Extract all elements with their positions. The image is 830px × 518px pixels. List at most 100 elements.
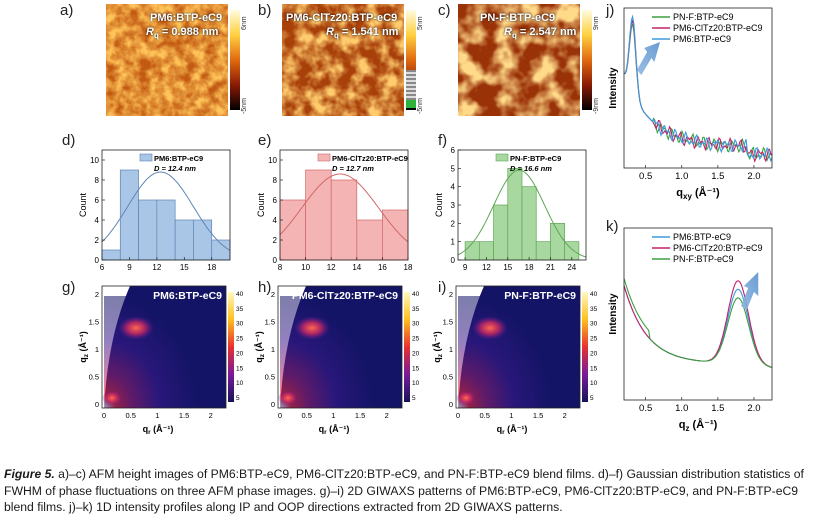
plot-frame [623,227,773,401]
afm-image-a: PM6:BTP-eC9 Rq = 0.988 nm [106,4,228,116]
x-tick-label: 1.0 [675,171,688,182]
legend-label: PM6-ClTz20:BTP-eC9 [673,243,763,253]
x-tick-label: 1.5 [355,411,365,420]
afm-scale-max-c: 9nm [593,16,600,30]
panel-label-i: i) [438,279,447,296]
colorbar-tick-label: 10 [412,380,420,387]
y-tick-label: 1 [271,345,275,354]
panel-label-e: e) [258,132,272,149]
y-tick-label: 0.5 [265,373,275,382]
y-tick-label: 8 [273,176,278,185]
pi-stacking-peak [294,316,330,340]
panel-label-a: a) [60,2,74,19]
y-tick-label: 0 [449,400,453,409]
afm-texture-a [106,4,228,116]
histogram-bar [464,241,480,261]
y-tick-label: 6 [451,146,456,155]
caption-figure-number: Figure 5. [4,467,55,481]
legend-label: PM6:BTP-eC9 [673,34,731,44]
giwaxs-sample-label: PN-F:BTP-eC9 [504,290,576,302]
plot-frame [101,285,227,409]
histogram-bar [507,167,523,261]
x-tick-label: 2 [209,411,213,420]
colorbar-tick-label: 40 [236,291,244,298]
giwaxs-colorbar [228,292,234,402]
y-tick-label: 1 [451,238,456,247]
giwaxs-colorbar [404,292,410,402]
y-axis-label: Count [434,193,444,218]
x-tick-label: 2 [563,411,567,420]
x-tick-label: 18 [207,263,216,272]
afm-colorbar-b [406,10,416,110]
afm-scale-min-a: -5nm [241,98,248,114]
x-tick-label: 16 [378,263,387,272]
afm-texture-c [458,4,580,116]
y-tick-label: 10 [90,156,99,165]
y-tick-label: 0 [95,400,99,409]
afm-rq-c: Rq = 2.547 nm [504,26,577,41]
y-axis-label: Count [78,193,88,218]
y-tick-label: 2 [271,290,275,299]
y-tick-label: 0 [451,256,456,265]
histogram-bar [101,249,121,261]
y-tick-label: 2 [449,290,453,299]
afm-sample-c: PN-F:BTP-eC9 [480,12,556,24]
scattering-ring [458,296,551,408]
x-tick-label: 18 [404,263,413,272]
plot-frame [101,149,231,261]
profile-series-line [623,14,773,163]
y-tick-label: 8 [95,176,100,185]
x-tick-label: 0.5 [301,411,311,420]
panel-label-f: f) [438,132,448,149]
x-axis-label: qr (Å⁻¹) [497,424,528,436]
lamellar-peak [102,390,122,406]
trend-arrow [636,42,661,75]
trend-arrow [740,272,759,310]
y-tick-label: 4 [95,216,100,225]
x-tick-label: 6 [100,263,105,272]
gaussian-fit-line [457,169,587,258]
gaussian-fit-line [101,171,231,251]
x-axis-label: qr (Å⁻¹) [319,424,350,436]
x-tick-label: 1.5 [179,411,189,420]
x-axis-label: qz (Å⁻¹) [679,418,718,433]
y-tick-label: 0.5 [89,373,99,382]
colorbar-tick-label: 25 [590,336,598,343]
colorbar-tick-label: 10 [590,380,598,387]
profile-chart-k: 0.5 1.0 1.5 2.0 Intensity qz (Å⁻¹) PM6:BTP-eC9… [608,227,773,433]
x-tick-label: 0 [102,411,106,420]
afm-scale-min-c: -9nm [593,98,600,114]
fit-d-value: D = 16.6 nm [510,164,552,173]
colorbar-tick-label: 10 [236,380,244,387]
profile-charts: 0.5 1.0 1.5 2.0 Intensity qxy (Å⁻¹) PN-F:BTP-e… [608,7,773,433]
legend-label: PN-F:BTP-eC9 [510,154,561,163]
colorbar-tick-label: 35 [236,306,244,313]
panel-label-g: g) [62,279,76,296]
x-tick-label: 9 [127,263,132,272]
panel-label-h: h) [258,279,272,296]
y-tick-label: 6 [95,196,100,205]
x-tick-label: 1.5 [533,411,543,420]
x-tick-label: 12 [482,263,491,272]
lamellar-peak [456,390,476,406]
x-tick-label: 1 [155,411,159,420]
pi-stacking-peak [118,316,154,340]
y-tick-label: 1.5 [89,318,99,327]
histogram-bar [156,199,176,261]
y-tick-label: 2 [273,236,278,245]
x-tick-label: 1 [331,411,335,420]
colorbar-tick-label: 30 [412,321,420,328]
panel-label-d: d) [62,132,76,149]
x-tick-label: 12 [327,263,336,272]
histogram-bar [119,169,139,261]
x-tick-label: 12 [152,263,161,272]
x-tick-label: 24 [567,263,576,272]
colorbar-tick-label: 20 [236,350,244,357]
scattering-ring [280,296,373,408]
x-tick-label: 9 [463,263,468,272]
fit-d-value: D = 12.7 nm [332,164,374,173]
legend-label: PM6-ClTz20:BTP-eC9 [673,23,763,33]
panel-label-j: j) [606,2,615,19]
colorbar-tick-label: 5 [590,395,594,402]
